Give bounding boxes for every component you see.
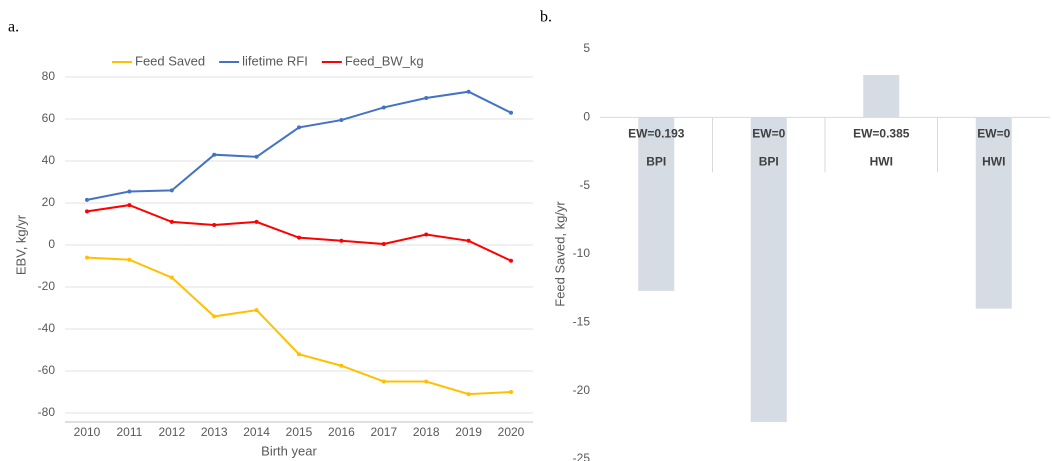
y-tick-label: 80 xyxy=(42,69,56,83)
x-tick-label: 2013 xyxy=(201,425,228,439)
panel-label: b. xyxy=(540,9,552,26)
y-tick-label: -5 xyxy=(579,178,590,192)
panel-label: a. xyxy=(8,19,19,36)
category-label: HWI xyxy=(870,155,893,169)
series-line xyxy=(86,204,512,262)
y-tick-label: -25 xyxy=(573,451,591,461)
legend-label: Feed_BW_kg xyxy=(345,53,424,68)
y-tick-label: 60 xyxy=(42,111,56,125)
x-tick-label: 2010 xyxy=(74,425,101,439)
category-label: EW=0 xyxy=(752,127,785,141)
legend-label: Feed Saved xyxy=(135,53,205,68)
x-tick-label: 2012 xyxy=(158,425,185,439)
y-tick-label: -60 xyxy=(38,363,56,377)
category-label: BPI xyxy=(759,155,779,169)
category-label: BPI xyxy=(646,155,666,169)
x-tick-label: 2014 xyxy=(243,425,270,439)
x-tick-label: 2020 xyxy=(498,425,525,439)
bar xyxy=(863,74,900,118)
x-tick-label: 2017 xyxy=(370,425,397,439)
y-tick-label: -80 xyxy=(38,405,56,419)
x-tick-label: 2015 xyxy=(286,425,313,439)
x-tick-label: 2011 xyxy=(116,425,142,439)
y-tick-label: -10 xyxy=(573,246,591,260)
y-tick-label: 5 xyxy=(583,41,590,55)
category-label: EW=0 xyxy=(977,127,1010,141)
series-line xyxy=(86,90,512,201)
y-tick-label: -15 xyxy=(573,315,591,329)
y-tick-label: -20 xyxy=(573,383,591,397)
bar xyxy=(975,117,1012,309)
y-tick-label: -40 xyxy=(38,321,56,335)
x-tick-label: 2016 xyxy=(328,425,355,439)
series-line xyxy=(86,256,512,396)
y-tick-label: 20 xyxy=(42,195,56,209)
y-axis-label: EBV, kg/yr xyxy=(13,214,28,275)
y-axis-label: Feed Saved, kg/yr xyxy=(552,201,567,307)
legend-label: lifetime RFI xyxy=(242,53,308,68)
x-tick-label: 2019 xyxy=(455,425,482,439)
category-label: EW=0.385 xyxy=(853,127,910,141)
y-tick-label: 0 xyxy=(583,110,590,124)
x-axis-label: Birth year xyxy=(261,443,317,458)
bar xyxy=(638,117,675,291)
y-tick-label: 0 xyxy=(48,237,55,251)
category-label: HWI xyxy=(982,155,1005,169)
bar xyxy=(750,117,787,423)
y-tick-label: 40 xyxy=(42,153,56,167)
category-label: EW=0.193 xyxy=(628,127,685,141)
x-tick-label: 2018 xyxy=(413,425,440,439)
y-tick-label: -20 xyxy=(38,279,56,293)
